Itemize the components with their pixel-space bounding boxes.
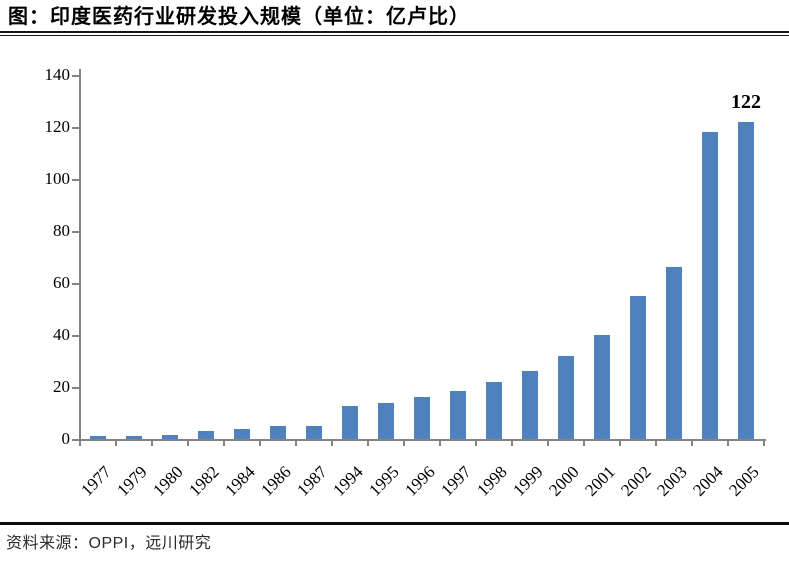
x-axis-tick bbox=[691, 441, 693, 446]
x-axis-label: 1999 bbox=[509, 462, 547, 500]
bar-1984 bbox=[234, 429, 250, 439]
bar-2003 bbox=[666, 267, 682, 439]
bar-1995 bbox=[378, 403, 394, 439]
x-axis-tick bbox=[583, 441, 585, 446]
x-axis-label: 2002 bbox=[617, 462, 655, 500]
x-axis-tick bbox=[115, 441, 117, 446]
y-axis-label: 40 bbox=[53, 325, 70, 344]
bar-2002 bbox=[630, 296, 646, 439]
x-axis-line bbox=[79, 439, 766, 441]
bar-1998 bbox=[486, 382, 502, 439]
x-axis-tick bbox=[259, 441, 261, 446]
x-axis-label: 1979 bbox=[113, 462, 151, 500]
y-axis-label: 140 bbox=[44, 65, 71, 84]
x-axis-label: 2005 bbox=[725, 462, 763, 500]
x-axis-label: 1980 bbox=[149, 462, 187, 500]
x-axis-label: 1996 bbox=[401, 462, 439, 500]
chart-area: 0 20 40 60 80 100 120 140 1977 1979 1980 1982 1984 19… bbox=[0, 36, 789, 522]
y-axis-tick bbox=[72, 126, 79, 129]
bar-2000 bbox=[558, 356, 574, 439]
x-axis-label: 1984 bbox=[221, 462, 259, 500]
x-axis-label: 1986 bbox=[257, 462, 295, 500]
y-axis-tick bbox=[72, 230, 79, 233]
y-axis-tick bbox=[72, 74, 79, 77]
x-axis-tick bbox=[511, 441, 513, 446]
y-axis-line bbox=[79, 69, 81, 446]
source-note: 资料来源：OPPI，远川研究 bbox=[6, 535, 212, 552]
y-axis-label: 0 bbox=[61, 429, 71, 448]
bar-1987 bbox=[306, 426, 322, 439]
x-axis-tick bbox=[547, 441, 549, 446]
bar-1982 bbox=[198, 431, 214, 439]
x-axis-tick bbox=[475, 441, 477, 446]
x-axis-tick bbox=[331, 441, 333, 446]
x-axis-tick bbox=[655, 441, 657, 446]
x-axis-tick bbox=[367, 441, 369, 446]
bar-2005 bbox=[738, 122, 754, 439]
bar-1994 bbox=[342, 406, 358, 439]
x-axis-tick bbox=[223, 441, 225, 446]
bar-2004 bbox=[702, 132, 718, 439]
bar-1977 bbox=[90, 436, 106, 439]
x-axis-label: 1994 bbox=[329, 462, 367, 500]
y-axis-label: 80 bbox=[53, 221, 70, 240]
x-axis-tick bbox=[727, 441, 729, 446]
y-axis-tick bbox=[72, 386, 79, 389]
bar-1979 bbox=[126, 436, 142, 439]
figure-title: 图：印度医药行业研发投入规模（单位：亿卢比） bbox=[8, 6, 470, 28]
bar-value-label: 122 bbox=[731, 90, 761, 113]
x-axis-tick bbox=[763, 441, 765, 446]
x-axis-label: 2003 bbox=[653, 462, 691, 500]
y-axis-label: 20 bbox=[53, 377, 70, 396]
x-axis-tick bbox=[403, 441, 405, 446]
x-axis-label: 1997 bbox=[437, 462, 475, 500]
bar-1999 bbox=[522, 371, 538, 439]
x-axis-label: 1995 bbox=[365, 462, 403, 500]
y-axis-tick bbox=[72, 438, 79, 441]
x-axis-label: 2004 bbox=[689, 462, 727, 500]
y-axis-label: 60 bbox=[53, 273, 70, 292]
x-axis-tick bbox=[439, 441, 441, 446]
bar-1986 bbox=[270, 426, 286, 439]
bar-1980 bbox=[162, 435, 178, 439]
title-underline bbox=[0, 31, 789, 36]
x-axis-label: 2000 bbox=[545, 462, 583, 500]
x-axis-label: 1982 bbox=[185, 462, 223, 500]
y-axis-tick bbox=[72, 282, 79, 285]
bar-2001 bbox=[594, 335, 610, 439]
x-axis-tick bbox=[151, 441, 153, 446]
x-axis-label: 2001 bbox=[581, 462, 619, 500]
bar-1996 bbox=[414, 397, 430, 439]
x-axis-tick bbox=[295, 441, 297, 446]
y-axis-label: 100 bbox=[44, 169, 71, 188]
source-divider bbox=[0, 522, 789, 525]
x-axis-label: 1987 bbox=[293, 462, 331, 500]
bar-1997 bbox=[450, 391, 466, 439]
x-axis-label: 1998 bbox=[473, 462, 511, 500]
x-axis-tick bbox=[187, 441, 189, 446]
y-axis-label: 120 bbox=[44, 117, 71, 136]
y-axis-tick bbox=[72, 334, 79, 337]
x-axis-tick bbox=[619, 441, 621, 446]
x-axis-tick bbox=[79, 441, 81, 446]
x-axis-label: 1977 bbox=[77, 462, 115, 500]
y-axis-tick bbox=[72, 178, 79, 181]
